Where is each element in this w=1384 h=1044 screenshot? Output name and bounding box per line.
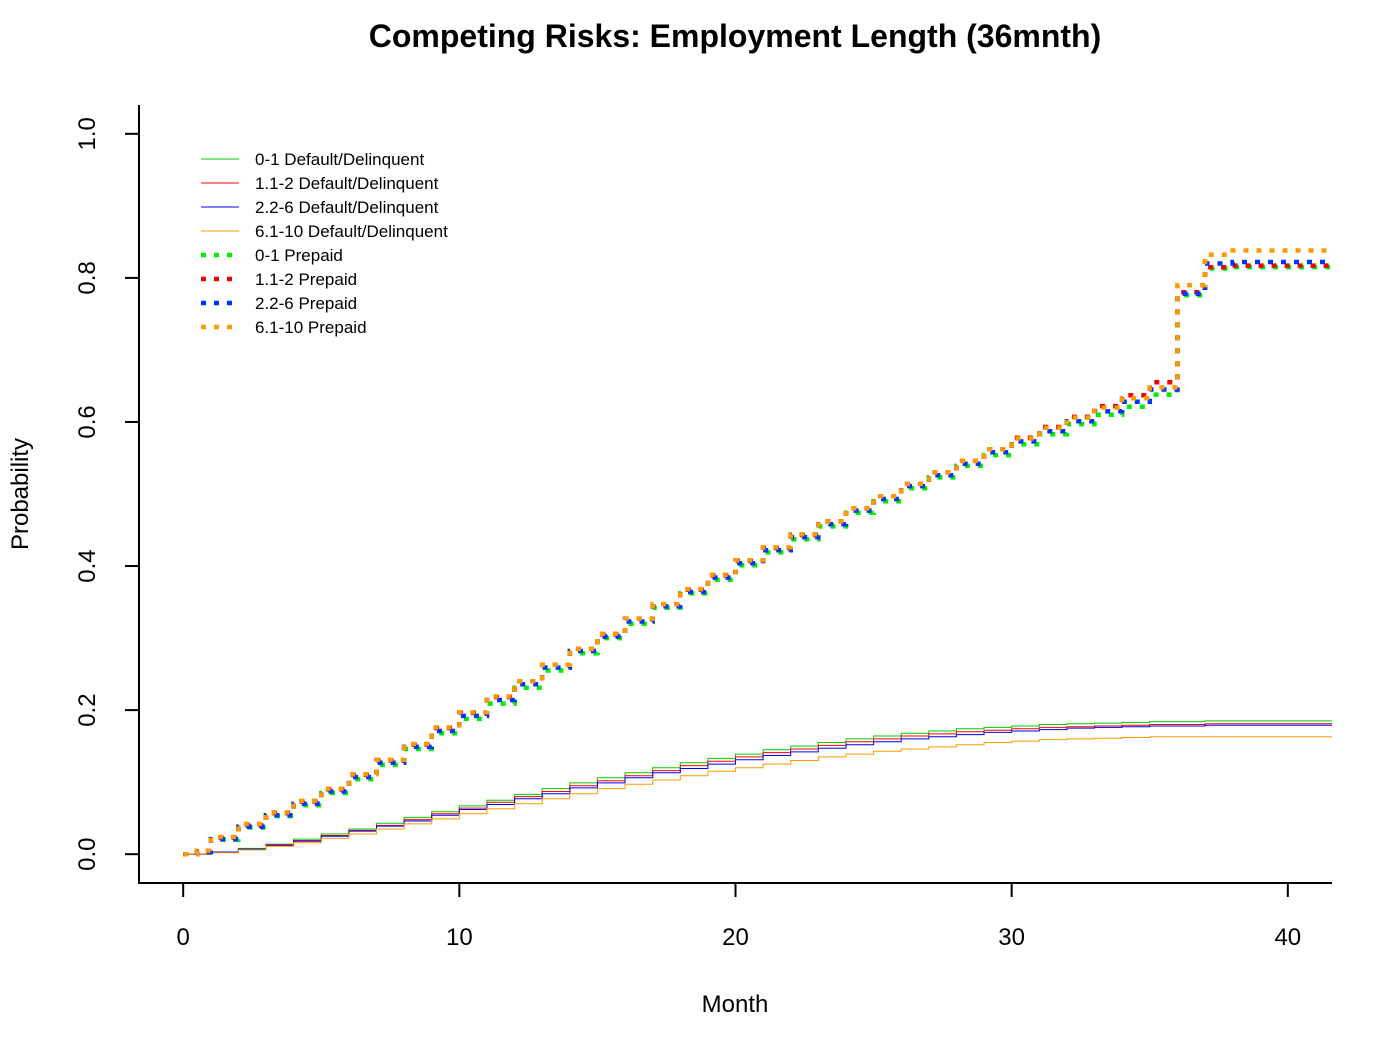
axis-frame	[138, 105, 1332, 884]
chart-title: Competing Risks: Employment Length (36mn…	[369, 18, 1101, 54]
legend-label: 2.2-6 Prepaid	[255, 294, 357, 313]
y-axis-label: Probability	[7, 438, 34, 550]
legend-label: 6.1-10 Prepaid	[255, 318, 367, 337]
x-tick-label: 30	[998, 924, 1025, 951]
series-line-4	[183, 736, 1332, 855]
series-line-5	[183, 264, 1332, 857]
series-line-8	[183, 248, 1332, 857]
legend-label: 2.2-6 Default/Delinquent	[255, 198, 439, 217]
series-line-3	[183, 724, 1332, 855]
series-line-2	[183, 723, 1332, 855]
series-line-7	[183, 259, 1332, 857]
legend: 0-1 Default/Delinquent 1.1-2 Default/Deli…	[201, 150, 448, 337]
y-tick-label: 0.8	[74, 261, 101, 294]
legend-label: 0-1 Default/Delinquent	[255, 150, 424, 169]
y-tick-label: 0.2	[74, 693, 101, 726]
plot-area	[183, 248, 1332, 857]
y-tick-label: 0.4	[74, 549, 101, 582]
axes: 0 10 20 30 40 0.0 0.2 0.4 0.6 0.8 1.0	[74, 105, 1332, 951]
plot-lines	[183, 248, 1332, 857]
x-tick-label: 10	[446, 924, 473, 951]
x-tick-label: 40	[1274, 924, 1301, 951]
legend-label: 0-1 Prepaid	[255, 246, 343, 265]
series-line-6	[183, 263, 1332, 857]
legend-label: 1.1-2 Prepaid	[255, 270, 357, 289]
x-tick-label: 20	[722, 924, 749, 951]
x-axis-label: Month	[702, 991, 769, 1018]
x-tick-label: 0	[177, 924, 190, 951]
legend-label: 6.1-10 Default/Delinquent	[255, 222, 448, 241]
y-tick-label: 1.0	[74, 117, 101, 150]
legend-label: 1.1-2 Default/Delinquent	[255, 174, 439, 193]
y-tick-label: 0.0	[74, 837, 101, 870]
y-tick-label: 0.6	[74, 405, 101, 438]
